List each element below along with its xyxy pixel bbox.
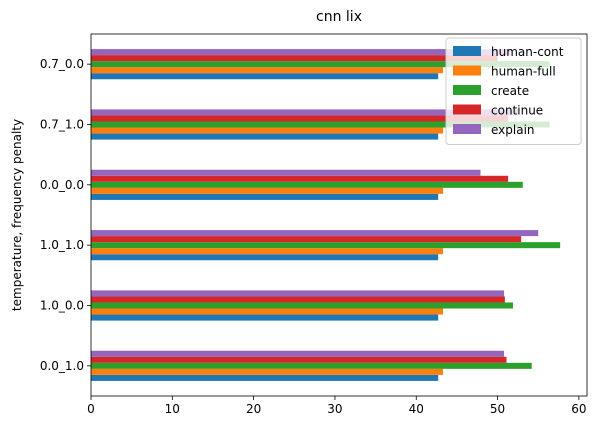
legend: human-cont human-full create continue explai… [445, 37, 582, 145]
bar-create-0.7_1.0 [91, 121, 550, 128]
legend-box [445, 37, 582, 145]
legend-swatch-human-cont [453, 46, 481, 56]
bar-human-full-0.7_0.0 [91, 67, 444, 74]
bar-explain-0.7_0.0 [91, 49, 511, 56]
bar-create-0.0_0.0 [91, 181, 523, 188]
bar-create-1.0_1.0 [91, 242, 561, 249]
plot-frame [90, 33, 588, 397]
bar-human-cont-1.0_0.0 [91, 314, 439, 321]
x-tick-label-50: 50 [490, 402, 505, 416]
bar-human-full-1.0_0.0 [91, 308, 444, 315]
bar-continue-0.7_1.0 [91, 115, 509, 122]
bar-create-0.0_1.0 [91, 362, 532, 369]
bar-continue-0.0_1.0 [91, 356, 507, 363]
legend-label-human-cont: human-cont [491, 45, 564, 59]
y-tick-label-0.7_0.0: 0.7_0.0 [40, 57, 84, 71]
legend-label-create: create [491, 84, 529, 98]
legend-label-continue: continue [491, 104, 543, 118]
bar-explain-0.0_1.0 [91, 350, 505, 357]
bar-create-1.0_0.0 [91, 302, 514, 309]
x-tick-label-10: 10 [165, 402, 180, 416]
bar-explain-1.0_1.0 [91, 230, 539, 237]
bar-explain-0.0_0.0 [91, 169, 481, 176]
bar-human-full-0.0_0.0 [91, 187, 444, 194]
y-tick-label-0.7_1.0: 0.7_1.0 [40, 118, 84, 132]
bar-create-0.7_0.0 [91, 61, 550, 68]
legend-label-human-full: human-full [491, 65, 556, 79]
bar-human-cont-0.0_0.0 [91, 193, 439, 200]
legend-swatch-create [453, 85, 481, 95]
y-tick-label-0.0_0.0: 0.0_0.0 [40, 178, 84, 192]
legend-swatch-explain [453, 124, 481, 134]
x-tick-label-20: 20 [246, 402, 261, 416]
bar-continue-1.0_1.0 [91, 236, 522, 243]
y-tick-label-0.0_1.0: 0.0_1.0 [40, 359, 84, 373]
y-tick-label-1.0_1.0: 1.0_1.0 [40, 238, 84, 252]
x-tick-label-0: 0 [87, 402, 95, 416]
x-tick-label-30: 30 [327, 402, 342, 416]
axes-group: 0 10 20 30 40 50 60 0.0_1.0 1.0_0.0 1.0_1.0 0.0_0.… [40, 33, 588, 416]
legend-swatch-continue [453, 104, 481, 115]
bar-human-full-1.0_1.0 [91, 248, 444, 255]
bar-human-full-0.7_1.0 [91, 127, 444, 134]
y-axis-label: temperature, frequency penalty [10, 119, 24, 311]
legend-swatch-human-full [453, 65, 481, 76]
bars-group [91, 49, 561, 381]
bar-continue-1.0_0.0 [91, 296, 505, 303]
bar-human-cont-0.0_1.0 [91, 374, 439, 381]
bar-explain-1.0_0.0 [91, 290, 505, 297]
bar-human-cont-1.0_1.0 [91, 254, 439, 261]
bar-human-cont-0.7_0.0 [91, 73, 439, 80]
chart-title: cnn lix [316, 9, 362, 25]
bar-human-cont-0.7_1.0 [91, 133, 439, 140]
y-tick-label-1.0_0.0: 1.0_0.0 [40, 299, 84, 313]
bar-human-full-0.0_1.0 [91, 368, 444, 375]
x-tick-label-40: 40 [409, 402, 424, 416]
bar-continue-0.0_0.0 [91, 175, 509, 182]
bar-continue-0.7_0.0 [91, 55, 498, 62]
x-tick-label-60: 60 [571, 402, 586, 416]
bar-explain-0.7_1.0 [91, 109, 518, 116]
legend-label-explain: explain [491, 123, 535, 137]
